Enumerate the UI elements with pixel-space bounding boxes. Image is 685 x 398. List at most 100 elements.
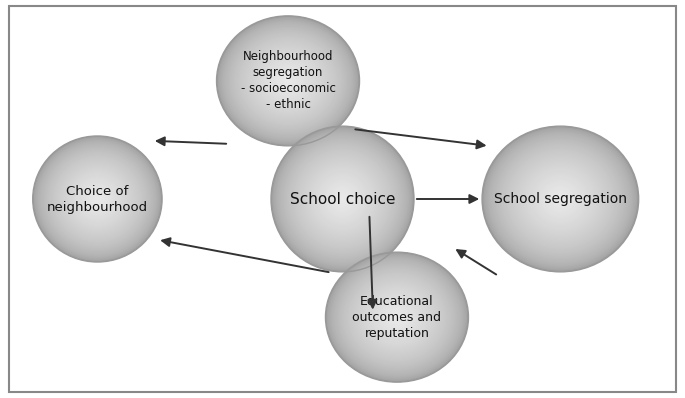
Ellipse shape [333, 259, 461, 376]
Ellipse shape [488, 132, 632, 266]
Ellipse shape [221, 20, 355, 142]
Ellipse shape [378, 300, 416, 334]
Ellipse shape [281, 74, 295, 87]
Ellipse shape [316, 172, 369, 226]
Ellipse shape [358, 281, 436, 353]
Ellipse shape [500, 143, 621, 255]
Ellipse shape [79, 181, 116, 217]
Ellipse shape [524, 165, 597, 233]
Ellipse shape [69, 172, 125, 226]
Ellipse shape [47, 150, 148, 248]
Ellipse shape [485, 129, 636, 269]
Ellipse shape [265, 60, 311, 101]
Ellipse shape [309, 165, 376, 233]
Ellipse shape [273, 67, 303, 95]
Ellipse shape [482, 126, 638, 272]
Ellipse shape [225, 23, 351, 138]
Ellipse shape [244, 41, 332, 121]
Ellipse shape [540, 179, 582, 219]
Ellipse shape [63, 166, 132, 232]
Ellipse shape [282, 76, 294, 86]
Ellipse shape [315, 171, 370, 227]
Ellipse shape [260, 56, 315, 106]
Ellipse shape [516, 158, 605, 240]
Ellipse shape [547, 187, 573, 211]
Text: School choice: School choice [290, 191, 395, 207]
Ellipse shape [226, 25, 350, 137]
Ellipse shape [262, 57, 314, 105]
Ellipse shape [284, 78, 292, 84]
Ellipse shape [224, 22, 352, 139]
Ellipse shape [294, 149, 391, 249]
Ellipse shape [35, 138, 160, 260]
Ellipse shape [532, 172, 589, 226]
Ellipse shape [286, 79, 290, 83]
Ellipse shape [247, 44, 329, 118]
Ellipse shape [332, 258, 462, 377]
Ellipse shape [54, 157, 140, 241]
Ellipse shape [328, 184, 357, 214]
Ellipse shape [274, 68, 302, 94]
Ellipse shape [51, 154, 144, 244]
Ellipse shape [351, 276, 443, 358]
Ellipse shape [491, 135, 630, 263]
Ellipse shape [45, 148, 150, 250]
Ellipse shape [74, 176, 121, 222]
Ellipse shape [327, 253, 467, 381]
Ellipse shape [94, 196, 101, 202]
Text: Neighbourhood
segregation
- socioeconomic
- ethnic: Neighbourhood segregation - socioeconomi… [240, 51, 336, 111]
Ellipse shape [34, 137, 161, 261]
Ellipse shape [247, 43, 329, 119]
Ellipse shape [487, 131, 634, 267]
Ellipse shape [64, 166, 131, 232]
Ellipse shape [332, 188, 353, 210]
Ellipse shape [275, 69, 301, 93]
Ellipse shape [365, 288, 429, 346]
Ellipse shape [360, 284, 434, 351]
Ellipse shape [507, 149, 614, 249]
Ellipse shape [336, 193, 349, 205]
Ellipse shape [277, 132, 408, 266]
Ellipse shape [308, 164, 377, 234]
Ellipse shape [240, 37, 336, 124]
Ellipse shape [558, 197, 563, 201]
Ellipse shape [231, 29, 345, 133]
Ellipse shape [77, 179, 118, 219]
Ellipse shape [291, 147, 394, 251]
Ellipse shape [39, 142, 155, 256]
Ellipse shape [375, 298, 419, 337]
Ellipse shape [499, 142, 622, 256]
Ellipse shape [306, 161, 379, 237]
Ellipse shape [325, 181, 360, 217]
Ellipse shape [236, 33, 340, 129]
Ellipse shape [320, 176, 365, 222]
Ellipse shape [288, 143, 397, 255]
Ellipse shape [299, 155, 386, 243]
Ellipse shape [302, 158, 383, 240]
Ellipse shape [252, 49, 324, 113]
Ellipse shape [67, 170, 127, 228]
Ellipse shape [559, 198, 562, 200]
Ellipse shape [279, 135, 406, 263]
Ellipse shape [393, 313, 401, 322]
Ellipse shape [385, 306, 409, 328]
Ellipse shape [498, 141, 623, 257]
Ellipse shape [340, 265, 454, 369]
Ellipse shape [90, 192, 105, 206]
Ellipse shape [538, 178, 582, 220]
Ellipse shape [367, 290, 427, 344]
Ellipse shape [216, 16, 360, 146]
Ellipse shape [88, 189, 107, 209]
Ellipse shape [257, 53, 319, 109]
Ellipse shape [232, 30, 344, 132]
Ellipse shape [36, 139, 159, 259]
Ellipse shape [33, 136, 162, 262]
Ellipse shape [84, 185, 112, 213]
Ellipse shape [46, 148, 149, 250]
Ellipse shape [527, 169, 593, 229]
Ellipse shape [542, 182, 579, 216]
Ellipse shape [66, 168, 129, 230]
Ellipse shape [58, 160, 137, 238]
Ellipse shape [312, 168, 373, 230]
Ellipse shape [523, 164, 598, 234]
